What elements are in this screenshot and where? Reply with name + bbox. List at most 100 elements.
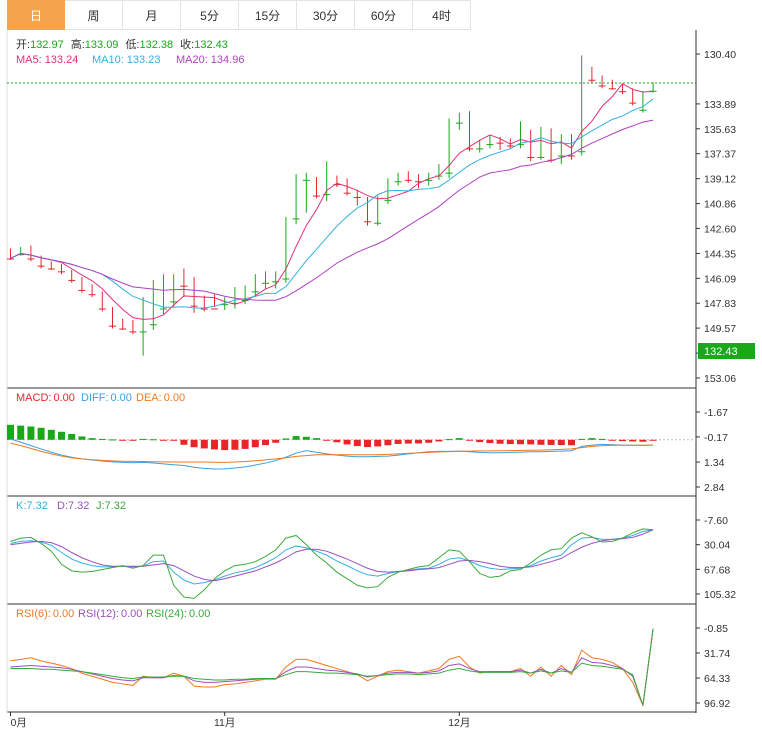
main-legend: 开:132.97 高:133.09 低:132.38 收:132.43 MA5: 133… [16,37,244,66]
macd-bar [292,436,300,440]
price-tick-label: 139.12 [704,174,736,186]
candle-body [568,155,575,157]
kdj-tick-label: 30.04 [704,540,730,552]
ma10-line [10,98,654,309]
dea-legend-text: DEA: 0.00 [136,392,185,404]
macd-bar [374,439,382,447]
candle-body [476,148,484,150]
macd-legend-text: MACD: 0.00 [16,392,75,404]
x-axis: 0月 11月 12月 [10,712,470,729]
candle-body [251,291,259,293]
close-value: 132.43 [194,39,228,51]
macd-bar [139,438,147,440]
price-tick-label: 135.63 [704,124,736,136]
tab-15min[interactable]: 15分 [239,0,297,30]
macd-bar [517,439,524,445]
candle-body [455,122,463,124]
candle-body [47,268,55,270]
tab-60min[interactable]: 60分 [355,0,413,30]
macd-bar [313,438,320,440]
candle-body [200,308,208,310]
candle-body [231,302,239,304]
macd-bar [435,439,443,442]
macd-bar [649,439,657,441]
macd-bar [476,439,484,443]
candle-body [241,299,249,301]
macd-bar [78,436,86,440]
macd-tick-label: -0.17 [704,432,728,444]
rsi24-line [10,628,654,706]
diff-legend-text: DIFF: 0.00 [81,392,132,404]
tab-30min[interactable]: 30分 [297,0,355,30]
macd-bar [537,439,545,445]
candle-body [486,144,494,146]
macd-bar [282,438,290,440]
candle-body [578,151,586,153]
ma10-legend: MA10: 133.23 [92,54,160,66]
x-tick-label: 0月 [11,717,27,729]
macd-tick-label: 1.34 [704,457,725,469]
candle-body [343,192,351,194]
macd-bar [190,439,198,448]
diff-line [10,438,654,470]
macd-bar [384,439,392,446]
d-legend-text: D:7.32 [57,500,89,512]
tab-5min[interactable]: 5分 [181,0,239,30]
candle-body [557,155,565,157]
k-line [10,529,654,585]
macd-bar [619,439,626,442]
price-tick-label: 137.37 [704,149,736,161]
price-tick-label: 144.35 [704,248,736,260]
macd-bar [415,439,422,444]
candle-body [404,179,412,181]
candle-body [211,308,218,310]
candle-body [7,258,14,260]
macd-bar [598,438,606,440]
macd-bar [231,439,239,450]
candle-body [415,181,422,183]
open-value: 132.97 [30,39,64,51]
price-tick-label: 133.89 [704,99,736,111]
svg-text:开:132.97高:133.09低:132.38收:132.: 开:132.97 高:133.09 低:132.38 收:132.43 [16,37,228,51]
macd-bar [364,439,371,448]
candlestick-panel [7,55,696,356]
macd-tick-label: -1.67 [704,407,728,419]
d-line [10,529,654,582]
rsi-legend: RSI(6): 0.00 RSI(12): 0.00 RSI(24): 0.00 [16,608,210,620]
candle-body [88,294,96,296]
tab-day[interactable]: 日 [7,0,65,30]
macd-bar [7,424,14,440]
candle-body [180,285,188,287]
candle-body [27,258,35,260]
kdj-panel [10,528,654,599]
ma5-legend: MA5: 133.24 [16,54,78,66]
close-label: 收: [180,37,194,51]
candle-body [598,85,606,87]
candle-body [517,144,524,146]
candle-body [129,331,137,333]
price-tick-label: 130.40 [704,49,736,61]
tab-week[interactable]: 周 [65,0,123,30]
x-tick-label: 12月 [448,717,470,729]
candle-body [425,179,433,181]
price-tick-label: 140.86 [704,199,736,211]
tab-month[interactable]: 月 [123,0,181,30]
candle-body [139,331,147,333]
period-tabs: 日 周 月 5分 15分 30分 60分 4时 [7,0,471,30]
macd-bar [506,439,514,445]
candle-body [292,218,300,220]
candle-body [302,179,310,181]
macd-bar [639,439,647,442]
candle-body [149,324,157,326]
candle-body [374,222,382,224]
macd-bar [27,426,35,440]
macd-bar [272,439,280,443]
tab-4hour[interactable]: 4时 [413,0,471,30]
macd-bar [466,439,473,441]
candle-body [466,148,473,150]
open-label: 开: [16,39,30,51]
macd-bar [211,439,218,450]
candle-body [221,304,229,306]
candle-body [537,156,545,158]
candle-body [353,196,361,198]
